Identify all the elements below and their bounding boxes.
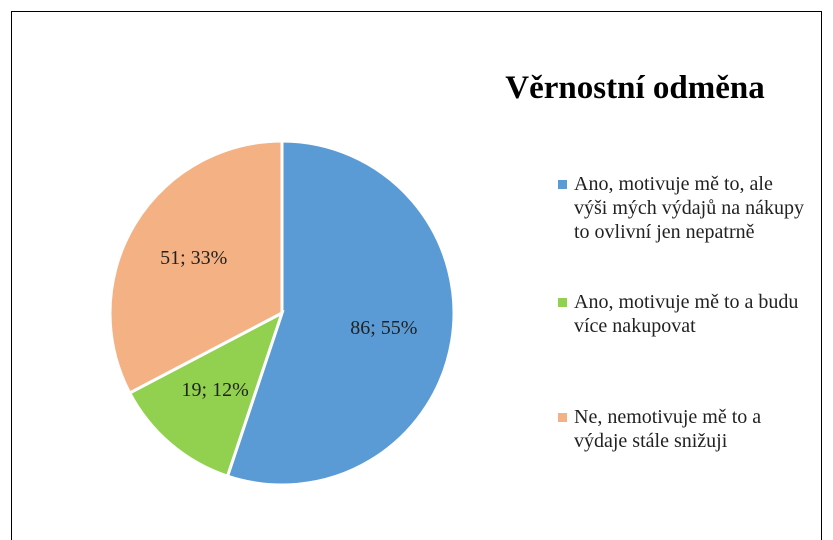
legend-label: Ano, motivuje mě to a budu více nakupova… bbox=[574, 291, 799, 337]
legend-label: Ne, nemotivuje mě to a výdaje stále sniž… bbox=[574, 406, 762, 452]
legend-label: Ano, motivuje mě to, ale výši mých výdaj… bbox=[574, 173, 804, 243]
legend-swatch bbox=[558, 298, 567, 307]
data-label: 86; 55% bbox=[350, 317, 417, 339]
data-label: 19; 12% bbox=[182, 379, 249, 401]
pie-slice bbox=[108, 139, 284, 395]
pie-slice bbox=[225, 139, 456, 487]
frame bbox=[11, 11, 822, 540]
legend-swatch bbox=[558, 413, 567, 422]
chart-title: Věrnostní odměna bbox=[505, 70, 765, 106]
pie-slice bbox=[127, 309, 285, 479]
legend-entry: Ne, nemotivuje mě to a výdaje stále sniž… bbox=[558, 405, 809, 453]
legend-entry: Ano, motivuje mě to, ale výši mých výdaj… bbox=[558, 172, 809, 244]
legend-entry: Ano, motivuje mě to a budu více nakupova… bbox=[558, 290, 809, 338]
legend-swatch bbox=[558, 180, 567, 189]
data-label: 51; 33% bbox=[160, 247, 227, 269]
